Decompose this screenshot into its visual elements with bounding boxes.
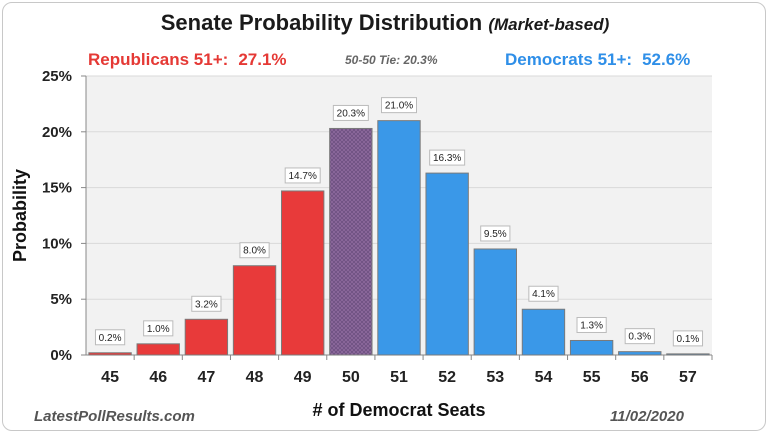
footer-source: LatestPollResults.com (34, 408, 195, 425)
data-label-box (94, 329, 126, 346)
democrat-summary: Democrats 51+: 52.6% (505, 50, 690, 70)
data-label: 9.5% (484, 229, 507, 240)
data-label-box (381, 97, 417, 114)
x-tick-label: 56 (631, 369, 649, 386)
bar-54 (521, 308, 566, 356)
data-label-box (480, 225, 511, 242)
data-label-box (429, 149, 466, 166)
bar-48 (232, 265, 277, 356)
bar-51 (377, 120, 421, 356)
x-tick-label: 50 (342, 369, 360, 386)
data-label: 1.0% (147, 324, 170, 335)
data-label: 14.7% (289, 171, 317, 182)
data-label: 16.3% (433, 153, 461, 164)
bar-53 (473, 248, 517, 356)
bar-46 (136, 343, 180, 356)
x-tick-label: 47 (197, 369, 215, 386)
y-axis-title: Probability (10, 169, 30, 262)
bar-45 (88, 352, 132, 356)
data-label: 1.3% (580, 320, 603, 331)
y-tick-label: 5% (50, 291, 72, 308)
bar-55 (569, 339, 614, 356)
data-label-box (332, 104, 369, 121)
democrat-summary-value: 52.6% (642, 50, 691, 69)
bar-52 (425, 172, 469, 356)
data-label-box (191, 295, 222, 312)
data-label-box (239, 242, 270, 259)
y-tick-label: 20% (42, 124, 72, 141)
data-label: 0.2% (99, 333, 122, 344)
data-label-box (624, 328, 655, 345)
data-label: 8.0% (243, 246, 266, 257)
data-label: 20.3% (337, 108, 365, 119)
x-tick-label: 54 (535, 369, 553, 386)
data-label-box (576, 316, 607, 333)
bar-50 (329, 127, 373, 356)
bar-49 (281, 190, 325, 356)
x-tick-label: 45 (101, 369, 119, 386)
data-label: 3.2% (195, 299, 218, 310)
footer-date: 11/02/2020 (610, 408, 684, 425)
democrat-summary-label: Democrats 51+: (505, 50, 633, 69)
y-tick-label: 10% (42, 235, 72, 252)
republican-summary-value: 27.1% (238, 50, 287, 69)
data-label-box (284, 167, 321, 184)
tie-summary: 50-50 Tie: 20.3% (345, 53, 438, 67)
y-tick-label: 15% (42, 180, 72, 197)
republican-summary-label: Republicans 51+: (88, 50, 229, 69)
bar-57 (666, 353, 710, 356)
bar-56 (618, 351, 662, 356)
data-label: 0.3% (628, 332, 651, 343)
x-tick-label: 49 (294, 369, 312, 386)
x-tick-label: 55 (583, 369, 601, 386)
data-label: 0.1% (677, 334, 700, 345)
x-tick-label: 48 (246, 369, 264, 386)
x-tick-label: 53 (486, 369, 504, 386)
chart-title-sub: (Market-based) (488, 15, 610, 34)
chart-title: Senate Probability Distribution (Market-… (0, 10, 770, 36)
y-tick-label: 25% (42, 68, 72, 85)
x-tick-label: 57 (679, 369, 697, 386)
data-label-box (672, 330, 704, 347)
bar-47 (184, 318, 229, 356)
republican-summary: Republicans 51+: 27.1% (88, 50, 287, 70)
data-label: 4.1% (532, 289, 555, 300)
data-label: 21.0% (385, 101, 413, 112)
x-tick-label: 51 (390, 369, 408, 386)
x-tick-label: 46 (149, 369, 167, 386)
x-tick-label: 52 (438, 369, 456, 386)
chart-title-main: Senate Probability Distribution (160, 10, 483, 35)
y-tick-label: 0% (50, 347, 72, 364)
data-label-box (143, 320, 174, 337)
data-label-box (528, 285, 559, 302)
x-axis-title: # of Democrat Seats (312, 400, 485, 420)
